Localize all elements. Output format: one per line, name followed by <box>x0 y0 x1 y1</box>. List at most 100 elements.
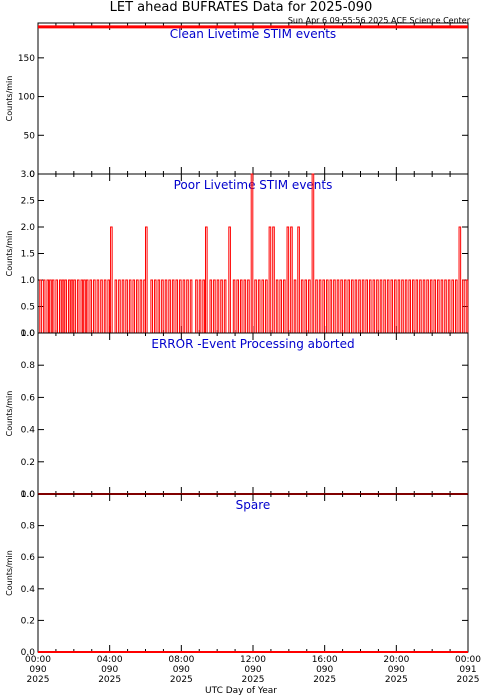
panel-3-ylabel: Counts/min <box>5 391 14 437</box>
panel-3-ytick-label: 0.8 <box>21 361 36 371</box>
panel-2-spike <box>100 279 103 333</box>
xtick-label-year: 2025 <box>457 675 480 685</box>
panel-2-spike <box>202 279 205 333</box>
panel-1-ytick-label: 0 <box>29 170 35 180</box>
panel-2-spike <box>228 226 231 333</box>
panel-2-spike <box>42 279 46 333</box>
xtick-label-time: 20:00 <box>383 655 409 665</box>
panel-2-spike <box>103 279 107 333</box>
panel-2-spike <box>220 279 223 333</box>
panel-2-spike <box>73 279 76 333</box>
panel-2-spike <box>293 279 297 333</box>
panel-2-spike <box>397 279 401 333</box>
panel-2-spike <box>329 279 333 333</box>
panel-2-spike <box>290 226 293 333</box>
panel-2-spike <box>300 279 304 333</box>
panel-2-spike <box>426 279 429 333</box>
panel-2-ytick-label: 2.5 <box>21 197 35 207</box>
panel-2-spike <box>216 279 220 333</box>
xtick-label-doy: 090 <box>101 665 118 675</box>
xtick-label-time: 16:00 <box>312 655 338 665</box>
xtick-label-time: 12:00 <box>240 655 266 665</box>
chart-title: LET ahead BUFRATES Data for 2025-090 <box>109 0 373 15</box>
panel-2-spike <box>171 279 175 333</box>
panel-2-spike <box>139 279 143 333</box>
panel-2-spike <box>257 279 261 333</box>
panel-2-spike <box>422 279 426 333</box>
panel-2-ylabel: Counts/min <box>5 231 14 277</box>
panel-3-ytick-label: 1.0 <box>21 329 36 339</box>
panel-2-spike <box>80 279 84 333</box>
panel-2-spike <box>67 279 71 333</box>
panel-2-spike <box>247 279 250 333</box>
panel-2-spike <box>447 279 451 333</box>
xtick-label-doy: 090 <box>29 665 46 675</box>
panel-2-spike <box>195 279 198 333</box>
panel-4-title: Spare <box>236 498 271 512</box>
panel-2-spike <box>150 279 153 333</box>
panel-2-spike <box>304 279 308 333</box>
panel-2-spike <box>325 279 329 333</box>
panel-2-spike <box>383 279 386 333</box>
panel-2-spike <box>125 279 128 333</box>
panel-3-frame <box>37 332 469 495</box>
panel-2-spike <box>239 279 243 333</box>
xtick-label-time: 04:00 <box>97 655 123 665</box>
panel-1-ytick-label: 100 <box>18 93 35 103</box>
panel-2-spike <box>451 279 454 333</box>
xtick-label-year: 2025 <box>242 675 265 685</box>
panel-2-spike <box>118 279 121 333</box>
panel-2-spike <box>250 173 254 333</box>
xtick-label-year: 2025 <box>27 675 50 685</box>
panel-2-spike <box>59 279 62 333</box>
panel-2-spike <box>213 279 216 333</box>
panel-2-spike <box>458 226 462 333</box>
panel-2-spike <box>261 279 265 333</box>
panel-2-spike <box>93 279 96 333</box>
panel-3-ytick-label: 0.0 <box>21 490 36 500</box>
panel-3-ytick-label: 0.6 <box>21 393 36 403</box>
panel-2-spike <box>411 279 415 333</box>
panel-2-spike <box>223 279 227 333</box>
panel-2-spike <box>311 173 315 333</box>
panel-2-spike <box>361 279 365 333</box>
panel-2-spike <box>404 279 408 333</box>
panel-2-spike <box>433 279 437 333</box>
panel-2-spike <box>415 279 419 333</box>
panel-1-ylabel: Counts/min <box>5 76 14 122</box>
panel-2-spike <box>96 279 100 333</box>
panel-2-spike <box>379 279 383 333</box>
panel-2-spike <box>336 279 340 333</box>
panel-2-spike <box>333 279 336 333</box>
xtick-label-doy: 090 <box>244 665 261 675</box>
panel-2-spike <box>110 226 113 333</box>
panel-2-spike <box>394 279 397 333</box>
panel-2-spike <box>297 226 300 333</box>
panel-2-spike <box>376 279 379 333</box>
panel-2-spike <box>343 279 347 333</box>
panel-2-spike <box>186 279 189 333</box>
panel-2-spike <box>368 279 372 333</box>
panel-2-spike <box>354 279 358 333</box>
panel-2-spike <box>268 226 272 333</box>
panel-2-spike <box>429 279 433 333</box>
panel-4-ytick-label: 0.0 <box>21 648 36 658</box>
panel-2-spike <box>49 279 52 333</box>
panel-2-spike <box>440 279 444 333</box>
panel-2-spike <box>279 279 282 333</box>
panel-2-spike <box>121 279 125 333</box>
panel-2-spike <box>189 279 193 333</box>
panel-2-spike <box>454 279 458 333</box>
panel-2-spike <box>182 279 186 333</box>
x-axis-label: UTC Day of Year <box>205 686 277 696</box>
panel-2-spike <box>168 279 171 333</box>
panel-2-spike <box>83 279 86 333</box>
panel-2-spike <box>462 279 465 333</box>
panel-2-spike <box>308 279 311 333</box>
panel-2-spike <box>46 279 50 333</box>
xtick-label-year: 2025 <box>98 675 121 685</box>
panel-2-spike <box>209 279 213 333</box>
panel-2-spike <box>401 279 404 333</box>
panel-2-spike <box>153 279 157 333</box>
panel-2-spike <box>322 279 325 333</box>
